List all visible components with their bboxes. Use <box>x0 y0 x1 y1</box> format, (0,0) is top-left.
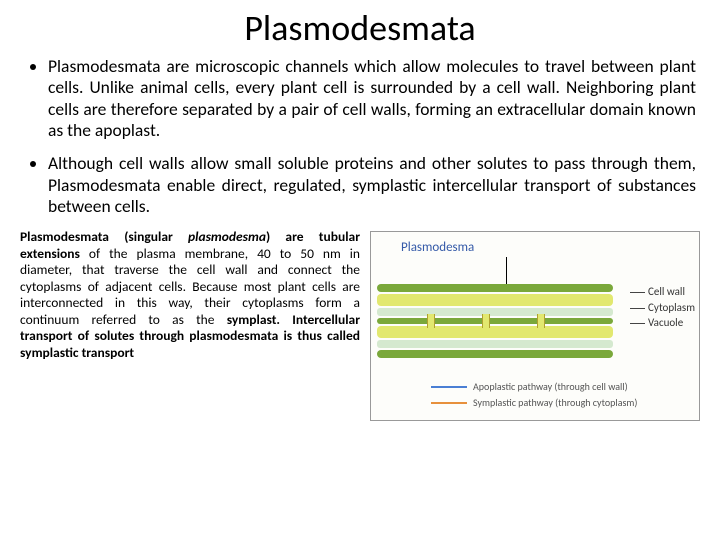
definition-paragraph: Plasmodesmata (singular plasmodesma) are… <box>20 229 360 421</box>
bullet-list: Plasmodesmata are microscopic channels w… <box>20 56 700 217</box>
legend-line-icon <box>431 402 467 404</box>
label-cell-wall: Cell wall <box>630 284 695 299</box>
legend-line-icon <box>431 386 467 388</box>
plasmodesma-diagram: Plasmodesma Cell wall Cytoplasm Vacuole … <box>370 231 700 421</box>
page-title: Plasmodesmata <box>20 6 700 50</box>
cell-wall-layer <box>377 350 613 358</box>
bullet-1: Plasmodesmata are microscopic channels w… <box>48 56 700 141</box>
plasmodesma-label: Plasmodesma <box>401 240 474 255</box>
cytoplasm-layer <box>377 294 613 306</box>
cell-wall-layer <box>377 318 613 324</box>
legend-symplastic: Symplastic pathway (through cytoplasm) <box>431 396 637 409</box>
bullet-2: Although cell walls allow small soluble … <box>48 153 700 217</box>
cell-layers <box>377 284 613 358</box>
cell-wall-layer <box>377 284 613 292</box>
plasmodesma-channel <box>427 314 435 328</box>
legend-text: Apoplastic pathway (through cell wall) <box>473 380 628 393</box>
para-lead-italic: plasmodesma <box>188 228 266 245</box>
para-lead-bold: Plasmodesmata (singular <box>20 228 188 245</box>
label-vacuole: Vacuole <box>630 315 695 330</box>
vacuole-layer <box>377 308 613 316</box>
lower-row: Plasmodesmata (singular plasmodesma) are… <box>20 229 700 421</box>
vacuole-layer <box>377 340 613 348</box>
cytoplasm-layer <box>377 326 613 338</box>
pointer-line <box>506 257 507 285</box>
plasmodesma-channel <box>537 314 545 328</box>
pathway-legend: Apoplastic pathway (through cell wall) S… <box>431 380 637 412</box>
legend-text: Symplastic pathway (through cytoplasm) <box>473 396 637 409</box>
legend-apoplastic: Apoplastic pathway (through cell wall) <box>431 380 637 393</box>
label-cytoplasm: Cytoplasm <box>630 300 695 315</box>
side-labels: Cell wall Cytoplasm Vacuole <box>630 284 695 330</box>
plasmodesma-channel <box>482 314 490 328</box>
